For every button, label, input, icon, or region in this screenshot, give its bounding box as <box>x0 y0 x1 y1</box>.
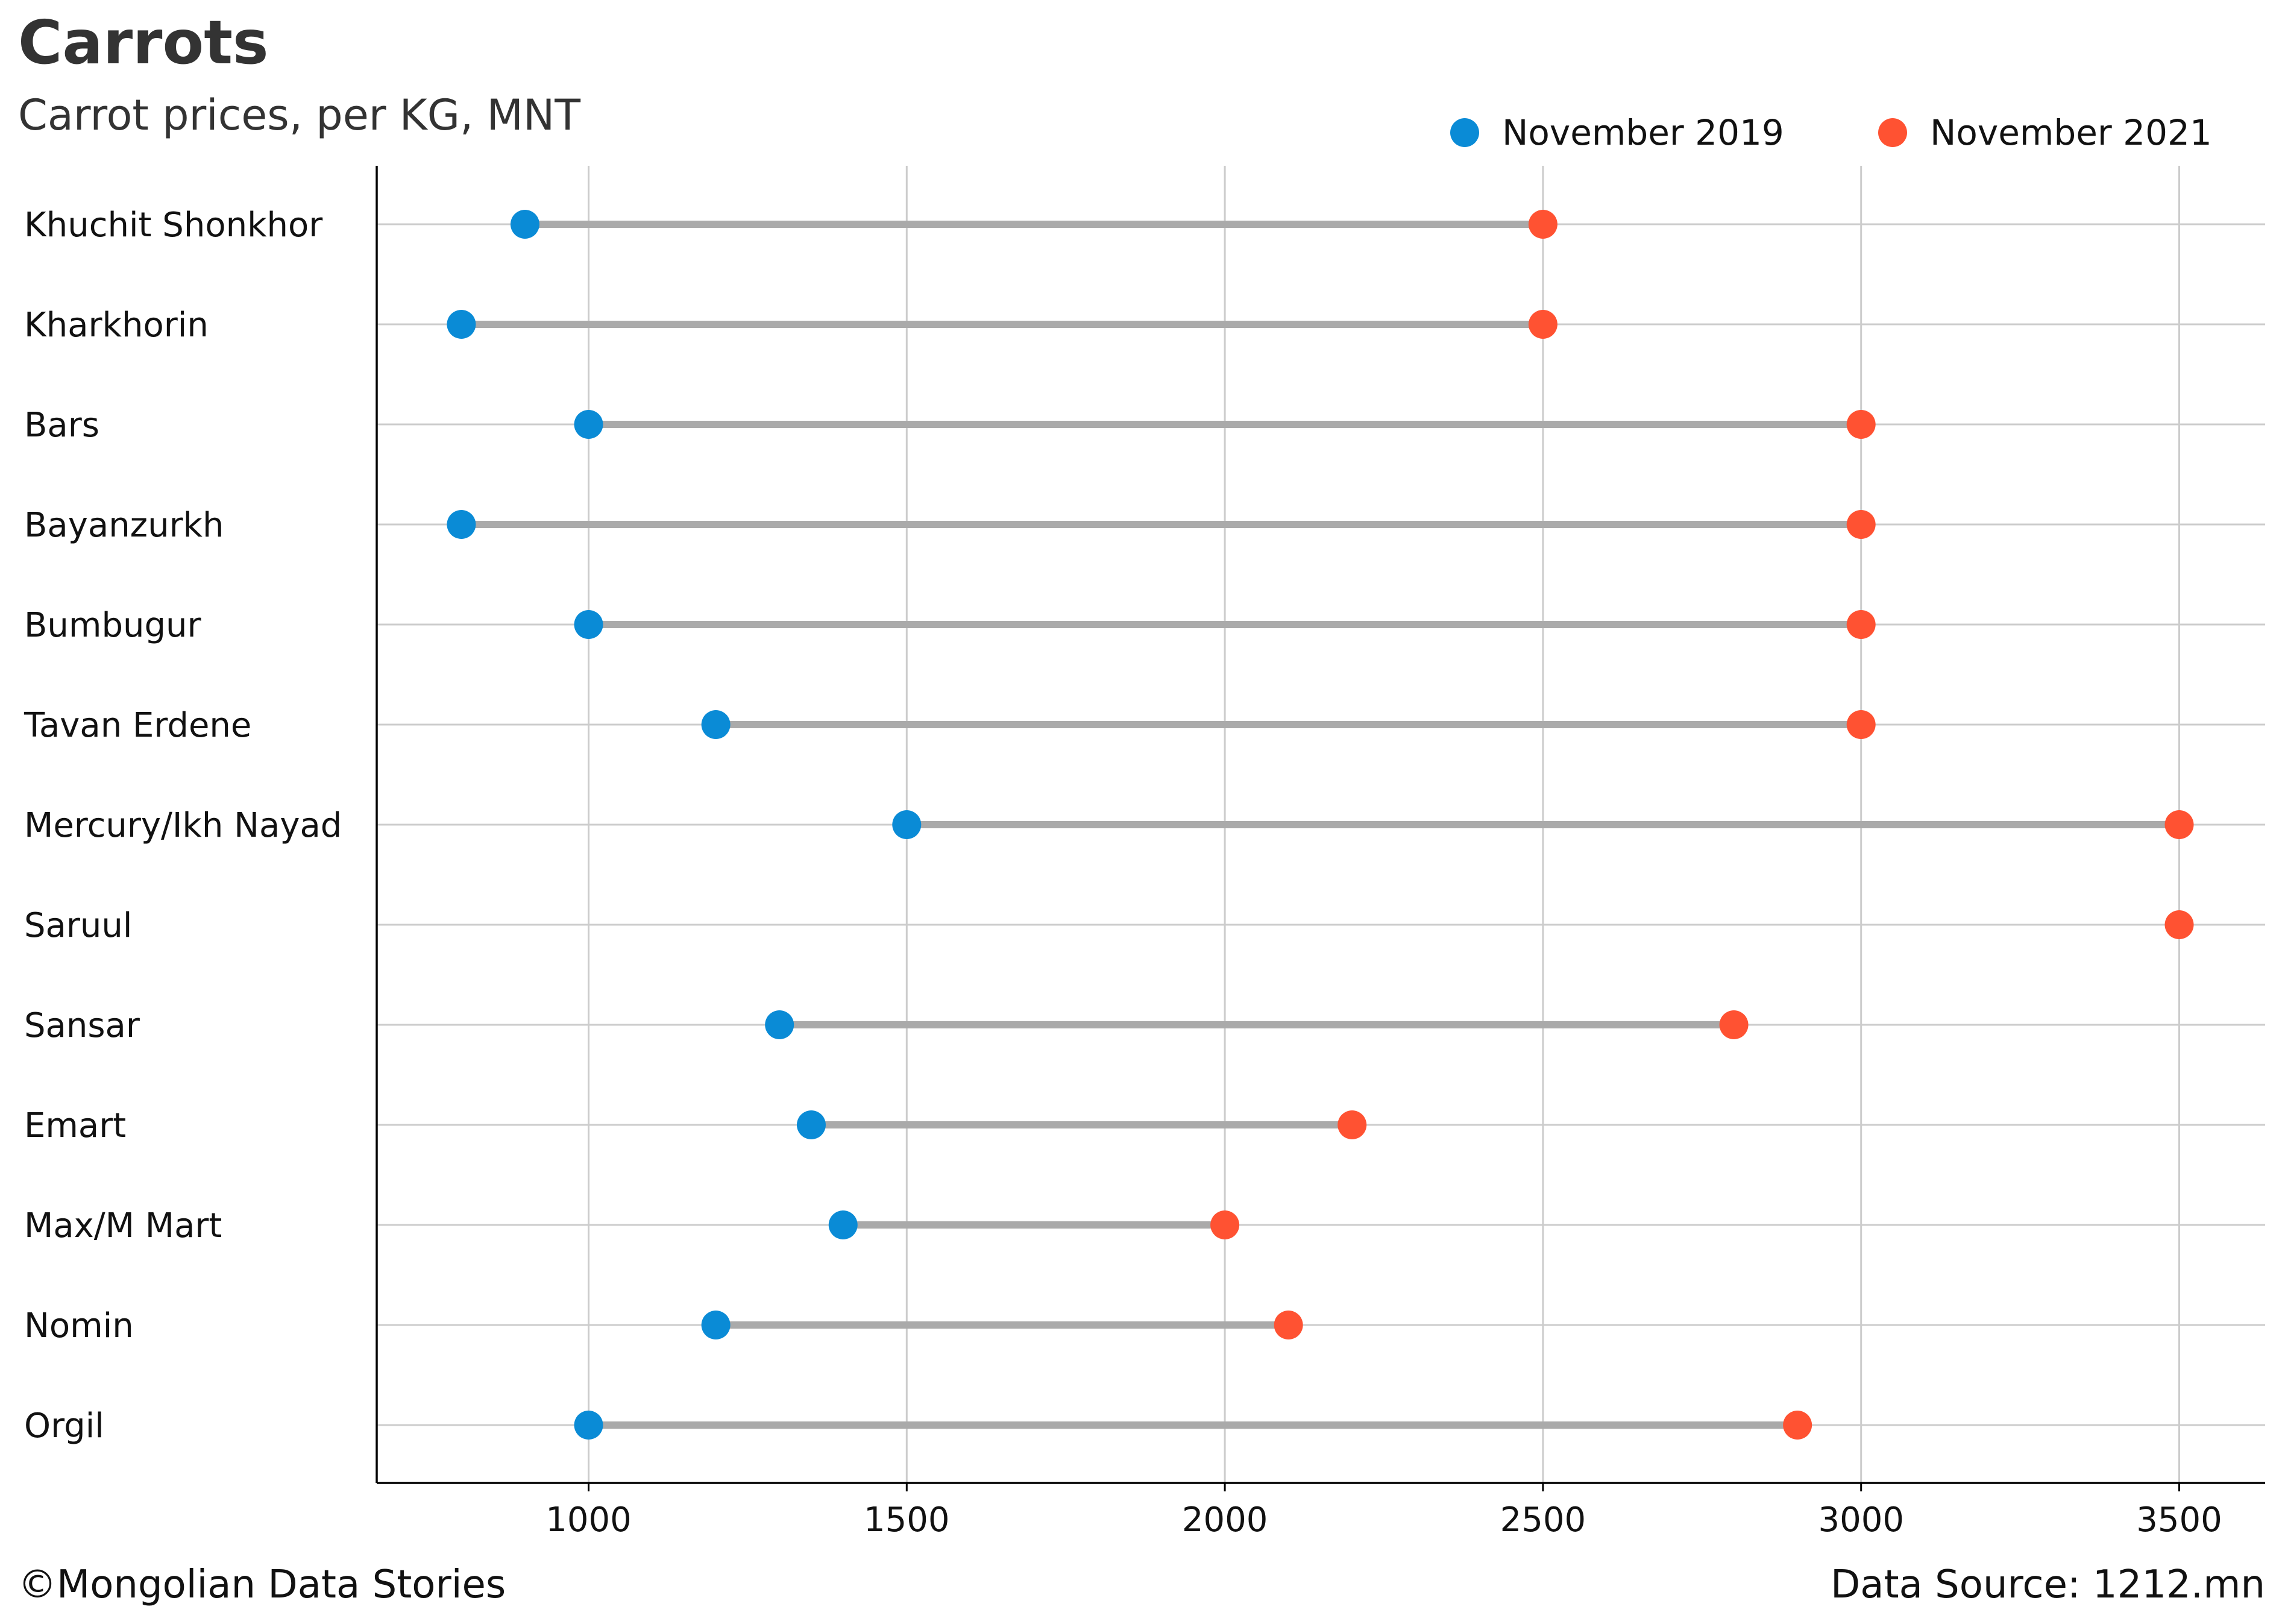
legend: November 2019 November 2021 <box>1450 112 2212 153</box>
category-label: Khuchit Shonkhor <box>24 206 323 245</box>
point-november-2019 <box>447 510 476 539</box>
point-november-2021 <box>1528 310 1557 339</box>
point-november-2019 <box>447 310 476 339</box>
point-november-2021 <box>1528 210 1557 239</box>
point-november-2021 <box>1274 1311 1303 1339</box>
category-label: Emart <box>24 1106 126 1145</box>
point-november-2021 <box>1846 510 1876 539</box>
point-november-2021 <box>1783 1411 1812 1440</box>
category-labels: Khuchit Shonkhor Kharkhorin Bars Bayanzurkh… <box>24 206 342 1446</box>
point-november-2021 <box>1846 710 1876 739</box>
chart-subtitle: Carrot prices, per KG, MNT <box>18 90 580 140</box>
point-november-2019 <box>796 1110 826 1139</box>
category-label: Saruul <box>24 906 132 945</box>
legend-marker <box>1450 118 1479 147</box>
category-label: Nomin <box>24 1306 134 1345</box>
x-tick-label: 3500 <box>2136 1500 2222 1540</box>
category-label: Bayanzurkh <box>24 506 224 545</box>
legend-marker <box>1878 118 1907 147</box>
x-tick-label: 3000 <box>1818 1500 1904 1540</box>
point-november-2019 <box>701 710 731 739</box>
legend-label: November 2019 <box>1502 112 1784 153</box>
point-november-2019 <box>892 810 922 839</box>
x-tick-label: 1500 <box>864 1500 950 1540</box>
point-november-2021 <box>1719 1010 1749 1039</box>
point-november-2021 <box>1846 610 1876 639</box>
x-tick-label: 2000 <box>1182 1500 1268 1540</box>
category-label: Mercury/Ikh Nayad <box>24 806 342 845</box>
category-label: Max/M Mart <box>24 1206 222 1245</box>
category-label: Sansar <box>24 1006 140 1045</box>
point-november-2021 <box>1337 1110 1367 1139</box>
x-tick-label: 2500 <box>1500 1500 1586 1540</box>
point-november-2019 <box>574 1411 603 1440</box>
point-november-2019 <box>574 610 603 639</box>
point-november-2021 <box>1210 1210 1240 1239</box>
point-november-2019 <box>574 410 603 439</box>
category-label: Kharkhorin <box>24 306 209 345</box>
data-points <box>447 210 2194 1440</box>
connectors <box>461 221 2180 1429</box>
point-november-2021 <box>1846 410 1876 439</box>
point-november-2019 <box>510 210 539 239</box>
category-label: Tavan Erdene <box>24 706 251 745</box>
category-label: Bars <box>24 406 99 445</box>
category-label: Bumbugur <box>24 606 202 645</box>
footer-credit: ©Mongolian Data Stories <box>18 1563 506 1607</box>
point-november-2019 <box>828 1210 858 1239</box>
x-tick-labels: 1000 1500 2000 2500 3000 3500 <box>545 1483 2222 1540</box>
point-november-2019 <box>701 1311 731 1339</box>
x-tick-label: 1000 <box>545 1500 632 1540</box>
axes <box>376 166 2265 1484</box>
footer-source: Data Source: 1212.mn <box>1831 1563 2265 1607</box>
point-november-2021 <box>2164 810 2194 839</box>
category-label: Orgil <box>24 1406 104 1446</box>
chart-title: Carrots <box>18 7 269 78</box>
point-november-2021 <box>2164 910 2194 939</box>
point-november-2019 <box>765 1010 794 1039</box>
legend-label: November 2021 <box>1930 112 2212 153</box>
